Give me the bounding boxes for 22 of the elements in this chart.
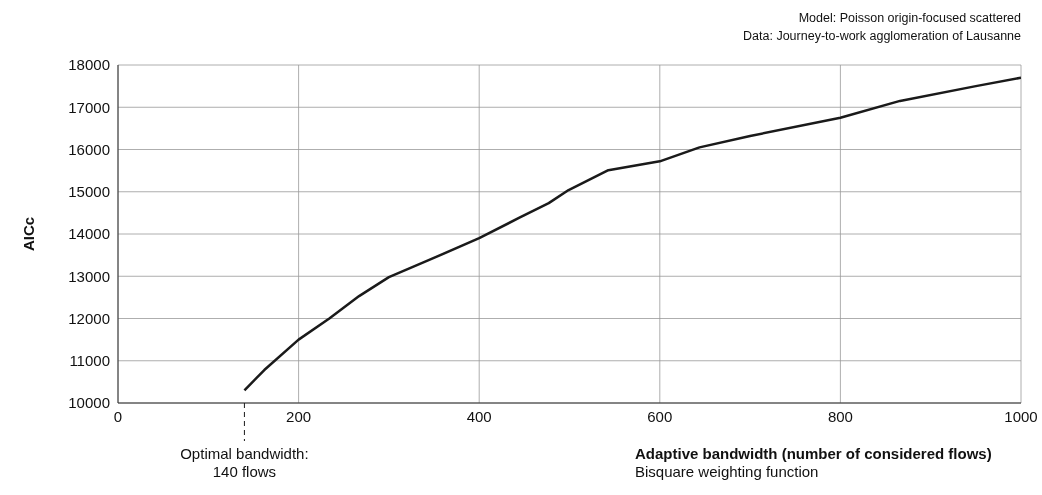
x-tick-label: 800 [827,407,853,425]
y-tick-label: 15000 [68,183,110,201]
text: Data: Journey-to-work agglomeration of Lausanne [743,29,1022,43]
y-tick-label: 12000 [68,309,110,327]
y-tick-label: 16000 [68,140,110,158]
x-tick-label: 600 [647,407,673,425]
x-tick-label: 1000 [1004,407,1038,425]
y-tick-label: 17000 [68,98,110,116]
y-tick-label: 10000 [68,394,110,412]
x-axis-title: Adaptive bandwidth (number of considered flows) [635,445,992,462]
x-tick-label: 200 [286,407,312,425]
y-tick-label: 11000 [69,352,110,370]
text: Bisquare weighting function [635,463,819,480]
y-tick-label: 13000 [68,267,110,285]
y-axis-title: AICc [20,216,37,252]
ref-line-label: Optimal bandwidth: 140 flows [180,445,309,480]
x-tick-label: 400 [466,407,492,425]
y-tick-label: 14000 [68,225,110,243]
x-tick-label: 0 [113,407,123,425]
line-series [243,76,1021,392]
text: Model: Poisson origin-focused scattered [798,11,1022,25]
y-tick-label: 18000 [68,56,110,74]
